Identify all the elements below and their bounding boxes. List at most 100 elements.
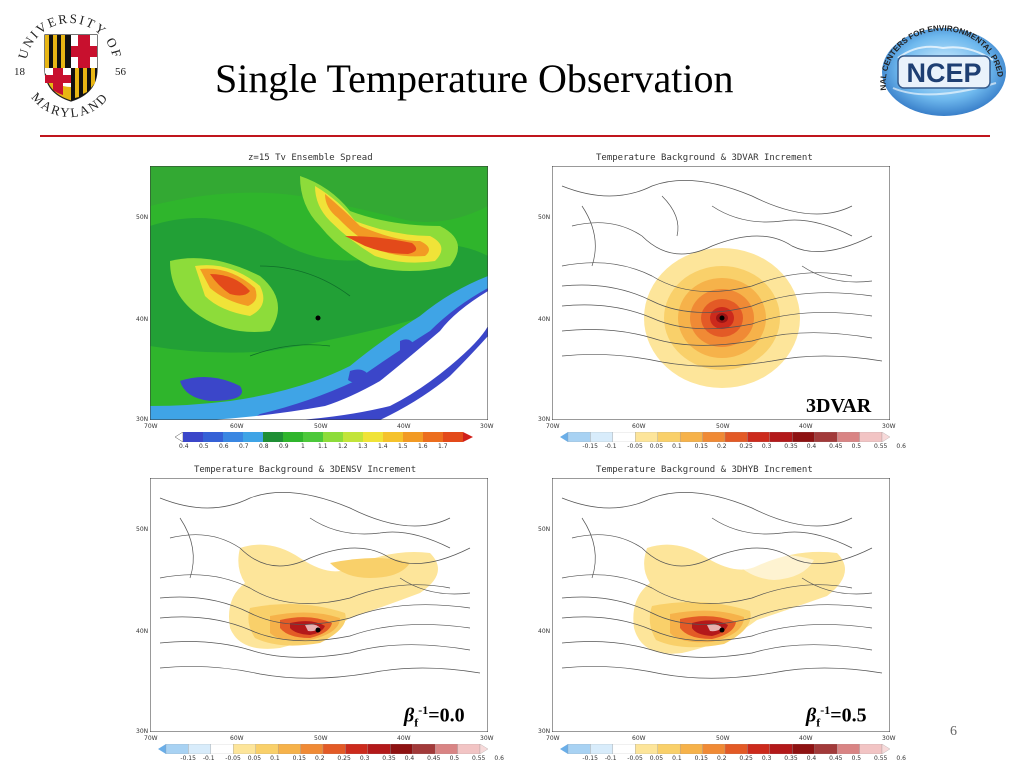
- colorbar-segment: [635, 744, 658, 754]
- colorbar-label: 1.5: [398, 443, 408, 450]
- colorbar-label: 0.2: [315, 755, 325, 762]
- page-number: 6: [950, 724, 957, 739]
- colorbar-label: 0.45: [829, 755, 843, 762]
- lon-tick-40w: 40W: [397, 423, 411, 430]
- beta-symbol: β: [404, 704, 415, 727]
- beta-label-ensv: βf-1=0.0: [402, 703, 467, 731]
- colorbar-segment: [158, 744, 166, 754]
- ncep-logo: NATIONAL CENTERS FOR ENVIRONMENTAL PREDI…: [865, 11, 1016, 118]
- lon-tick-40w: 40W: [799, 735, 813, 742]
- colorbar-label: 1.2: [338, 443, 348, 450]
- colorbar-segment: [635, 432, 658, 442]
- 3dhyb-increment-map: [552, 478, 890, 732]
- colorbar-label: 0.05: [649, 755, 664, 762]
- colorbar-label: 0.25: [739, 755, 753, 762]
- lon-tick-40w: 40W: [799, 423, 813, 430]
- lon-tick-60w: 60W: [632, 735, 646, 742]
- colorbar-label: 0.45: [829, 443, 843, 450]
- colorbar-label: 1.1: [318, 443, 328, 450]
- increment-colorbar: [560, 432, 890, 442]
- svg-text:56: 56: [115, 66, 127, 78]
- colorbar-label: 0.3: [359, 755, 370, 762]
- colorbar-label: -0.05: [225, 755, 241, 762]
- slide-title: Single Temperature Observation: [215, 56, 734, 101]
- lon-tick-50w: 50W: [314, 735, 328, 742]
- colorbar-segment: [210, 744, 234, 754]
- colorbar-segment: [560, 432, 568, 442]
- beta-superscript: -1: [418, 703, 429, 717]
- increment-colorbar-labels: -0.15 -0.1 -0.05 0.05 0.1 0.15 0.2 0.25 0.3 0.35 0…: [560, 755, 906, 764]
- colorbar-label: 0.15: [292, 755, 306, 762]
- colorbar-segment: [300, 744, 324, 754]
- colorbar-label: 0.9: [279, 443, 289, 450]
- colorbar-label: 0.25: [337, 755, 351, 762]
- colorbar-segment: [814, 744, 838, 754]
- colorbar-label: -0.15: [582, 443, 598, 450]
- increment-colorbar-labels: -0.15 -0.1 -0.05 0.05 0.1 0.15 0.2 0.25 0.3 0.35 0…: [560, 443, 906, 452]
- lat-tick-30n: 30N: [538, 728, 551, 735]
- colorbar-label: 0.2: [717, 755, 727, 762]
- colorbar-label: 0.6: [219, 443, 229, 450]
- svg-text:18: 18: [14, 66, 26, 78]
- 3dvar-label: 3DVAR: [804, 395, 874, 418]
- increment-colorbar: [560, 744, 890, 754]
- colorbar-segment: [814, 432, 838, 442]
- colorbar-segment: [859, 744, 883, 754]
- spread-colorbar-labels: 0.4 0.5 0.6 0.7 0.8 0.9 1 1.1 1.2 1.3 1.…: [175, 443, 481, 452]
- lat-tick-50n: 50N: [136, 526, 149, 533]
- colorbar-label: 1.4: [378, 443, 388, 450]
- colorbar-label: 0.8: [259, 443, 269, 450]
- colorbar-segment: [836, 744, 860, 754]
- 3dvar-panel: Temperature Background & 3DVAR Increment…: [532, 150, 906, 455]
- colorbar-segment: [233, 744, 256, 754]
- colorbar-segment: [390, 744, 413, 754]
- colorbar-label: 0.35: [784, 443, 798, 450]
- colorbar-label: 1.3: [358, 443, 368, 450]
- colorbar-label: 0.05: [247, 755, 262, 762]
- 3densv-increment-map: [150, 478, 488, 732]
- colorbar-segment: [479, 744, 488, 754]
- colorbar-segment: [567, 432, 591, 442]
- panel-title: z=15 Tv Ensemble Spread: [248, 153, 373, 163]
- lon-tick-60w: 60W: [230, 423, 244, 430]
- lon-tick-50w: 50W: [716, 735, 730, 742]
- lon-tick-70w: 70W: [144, 423, 158, 430]
- lon-tick-70w: 70W: [546, 735, 560, 742]
- colorbar-label: -0.1: [202, 755, 215, 762]
- colorbar-segment: [792, 744, 815, 754]
- ensemble-spread-map: [150, 166, 488, 420]
- colorbar-label: 0.3: [761, 443, 772, 450]
- colorbar-segment: [769, 744, 793, 754]
- colorbar-label: 0.55: [472, 755, 486, 762]
- colorbar-segment: [859, 432, 883, 442]
- lat-tick-30n: 30N: [538, 416, 551, 423]
- lat-tick-40n: 40N: [136, 316, 149, 323]
- colorbar-segment: [702, 432, 726, 442]
- colorbar-label: 0.15: [694, 755, 708, 762]
- lon-tick-30w: 30W: [882, 735, 896, 742]
- increment-colorbar-labels: -0.15 -0.1 -0.05 0.05 0.1 0.15 0.2 0.25 0.3 0.35 0…: [158, 755, 504, 764]
- colorbar-segment: [881, 432, 890, 442]
- colorbar-label: 1.7: [438, 443, 448, 450]
- lat-tick-50n: 50N: [136, 214, 149, 221]
- beta-superscript: -1: [820, 703, 831, 717]
- colorbar-segment: [165, 744, 189, 754]
- colorbar-segment: [612, 432, 636, 442]
- colorbar-segment: [322, 744, 346, 754]
- colorbar-segment: [188, 744, 212, 754]
- colorbar-segment: [724, 744, 748, 754]
- lat-tick-50n: 50N: [538, 214, 551, 221]
- lat-tick-40n: 40N: [136, 628, 149, 635]
- lat-tick-40n: 40N: [538, 628, 551, 635]
- beta-value: =0.0: [428, 704, 465, 727]
- colorbar-segment: [679, 744, 703, 754]
- header-divider: [40, 135, 990, 137]
- colorbar-segment: [612, 744, 636, 754]
- 3dhyb-panel: Temperature Background & 3DHYB Increment…: [532, 462, 906, 767]
- lon-tick-30w: 30W: [882, 423, 896, 430]
- panel-title: Temperature Background & 3DENSV Incremen…: [194, 465, 417, 475]
- colorbar-segment: [881, 744, 890, 754]
- colorbar-segment: [560, 744, 568, 754]
- colorbar-segment: [747, 432, 771, 442]
- colorbar-label: 0.6: [494, 755, 504, 762]
